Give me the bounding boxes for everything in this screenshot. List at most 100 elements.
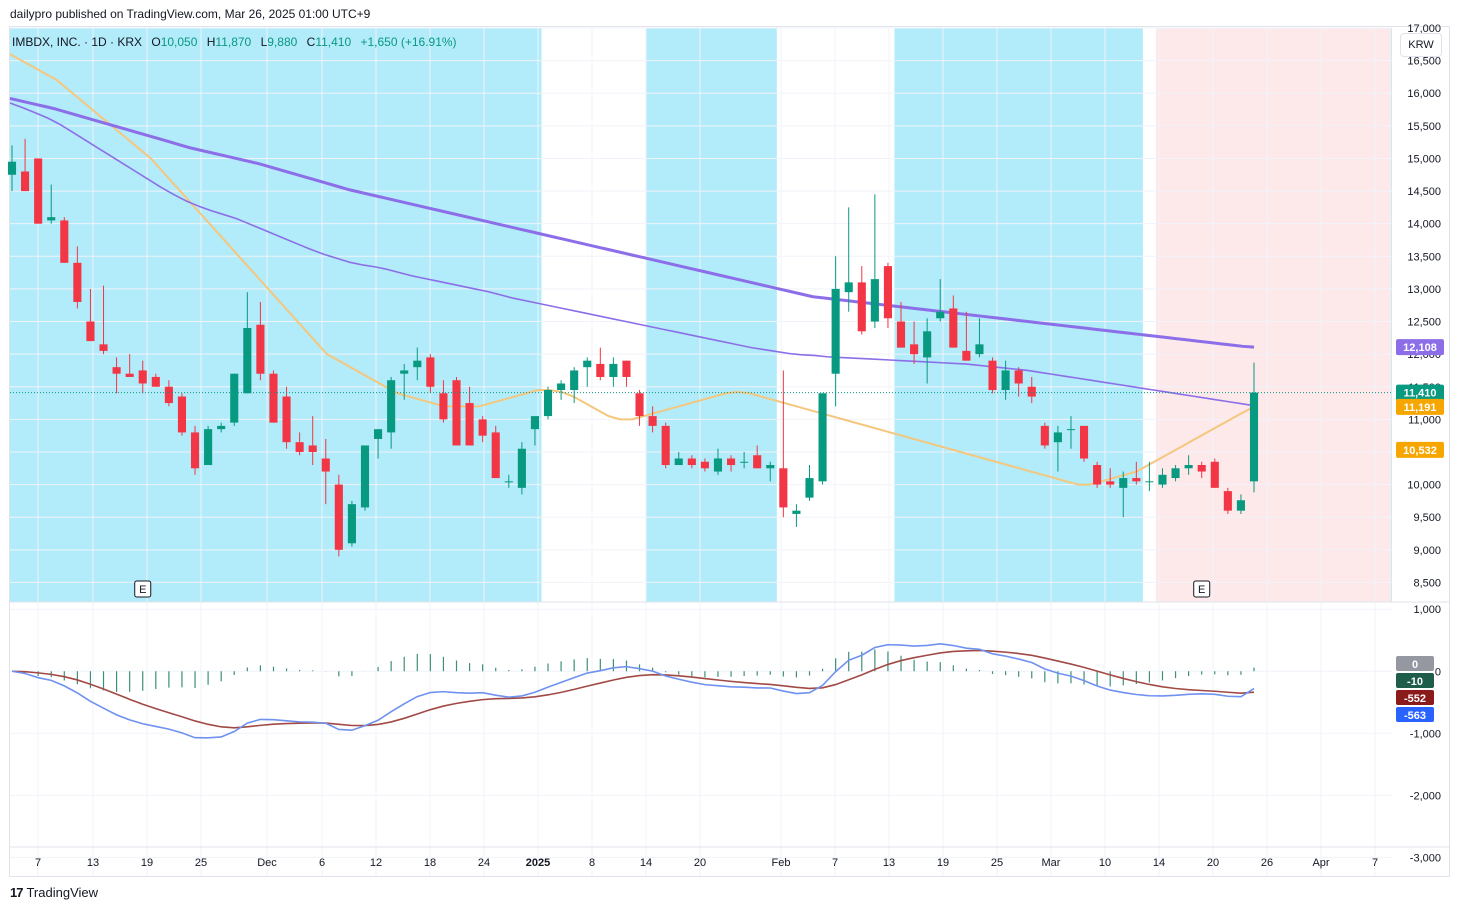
time-tick-label: 6: [319, 857, 325, 869]
candle: [596, 347, 605, 381]
candle: [674, 451, 683, 466]
candle-body: [217, 425, 226, 430]
candle-body: [936, 311, 945, 319]
candle-body: [975, 344, 984, 355]
candle-body: [713, 458, 723, 472]
candle-body: [831, 288, 840, 374]
time-tick-label: 7: [832, 857, 838, 869]
candle: [256, 301, 265, 381]
candle-body: [674, 458, 683, 466]
price-badge: 11,191: [1396, 398, 1444, 415]
price-tick-label: 12,500: [1407, 317, 1441, 329]
open-value: 10,050: [160, 35, 198, 49]
candle-body: [530, 416, 540, 430]
candle: [1171, 465, 1180, 482]
session-band: [894, 28, 1143, 602]
candle-body: [86, 321, 95, 342]
candle: [347, 500, 356, 547]
candle-body: [73, 262, 82, 302]
close-label: C: [306, 35, 316, 49]
candle: [570, 367, 579, 404]
candle-body: [34, 158, 43, 224]
candle: [1040, 422, 1049, 449]
price-badge-label: 12,108: [1403, 342, 1437, 354]
candle-body: [962, 350, 971, 361]
candle-body: [1119, 478, 1128, 488]
price-tick-label: 10,000: [1407, 480, 1441, 492]
candle: [726, 455, 736, 472]
chart-frame: [9, 26, 1450, 877]
earnings-label: E: [139, 584, 146, 596]
macd-badge: -10: [1396, 673, 1434, 688]
candle-body: [726, 458, 736, 466]
candle: [413, 347, 422, 381]
earnings-label: E: [1198, 584, 1205, 596]
candle: [844, 207, 853, 312]
time-tick-label: 13: [87, 857, 99, 869]
candle: [112, 357, 121, 394]
candle-body: [517, 448, 526, 488]
session-bands: [10, 28, 1392, 602]
candle-body: [21, 171, 30, 192]
session-band: [1155, 28, 1392, 602]
candle-body: [1040, 425, 1049, 446]
candle: [34, 158, 43, 224]
candle-body: [1053, 432, 1062, 443]
candle-body: [635, 393, 644, 417]
candle: [661, 422, 670, 469]
candle-body: [1106, 481, 1115, 485]
candle: [700, 458, 709, 472]
candle: [465, 386, 474, 446]
candle: [766, 461, 775, 482]
macd-pane: 1,000 0 -1,000 -2,000 -3,000 0 -10 -552 -563: [10, 604, 1441, 864]
candle: [334, 474, 343, 557]
currency-button[interactable]: KRW: [1400, 33, 1442, 57]
price-badge-label: 10,532: [1403, 445, 1437, 457]
candle: [125, 354, 134, 377]
time-tick-label: Apr: [1312, 857, 1329, 869]
candle-body: [99, 344, 108, 351]
candle: [687, 455, 696, 469]
candle-body: [1079, 425, 1089, 459]
macd-tick-label: 0: [1435, 666, 1441, 678]
time-tick-label: 7: [35, 857, 41, 869]
candle-body: [164, 386, 173, 404]
candle: [635, 390, 644, 426]
symbol-legend: IMBDX, INC. · 1D · KRX O10,050 H11,870 L…: [12, 35, 457, 49]
macd-line: [11, 642, 1255, 739]
macd-signal-line: [11, 649, 1255, 729]
candle: [1145, 461, 1154, 492]
candle: [779, 370, 788, 518]
candle-body: [504, 481, 513, 483]
candle-body: [1132, 478, 1141, 482]
candle-body: [360, 445, 370, 508]
candle: [1158, 468, 1167, 488]
candle-body: [478, 419, 487, 436]
macd-tick-label: -2,000: [1410, 790, 1441, 802]
candle: [609, 357, 618, 387]
candle: [269, 370, 278, 423]
candle: [374, 429, 383, 459]
price-badge-bg: [1396, 339, 1444, 356]
high-label: H: [206, 35, 216, 49]
price-tick-label: 14,000: [1407, 219, 1441, 231]
session-band: [646, 28, 777, 602]
time-tick-label: 14: [640, 857, 652, 869]
candle-body: [896, 321, 906, 348]
time-tick-label: Feb: [772, 857, 791, 869]
macd-badge-label: 0: [1412, 659, 1418, 671]
candle: [295, 432, 304, 456]
candle-body: [700, 461, 709, 469]
candle: [936, 279, 945, 322]
earnings-marker: E: [1193, 580, 1211, 598]
candle-body: [177, 396, 187, 433]
price-tick-label: 15,500: [1407, 121, 1441, 133]
candle-body: [1027, 386, 1036, 397]
candle: [47, 184, 56, 224]
price-badge-bg: [1396, 398, 1444, 415]
tradingview-name: TradingView: [26, 885, 99, 900]
candle-body: [949, 308, 958, 348]
session-band: [1391, 28, 1392, 602]
candle: [1236, 494, 1245, 514]
candle: [387, 376, 396, 449]
